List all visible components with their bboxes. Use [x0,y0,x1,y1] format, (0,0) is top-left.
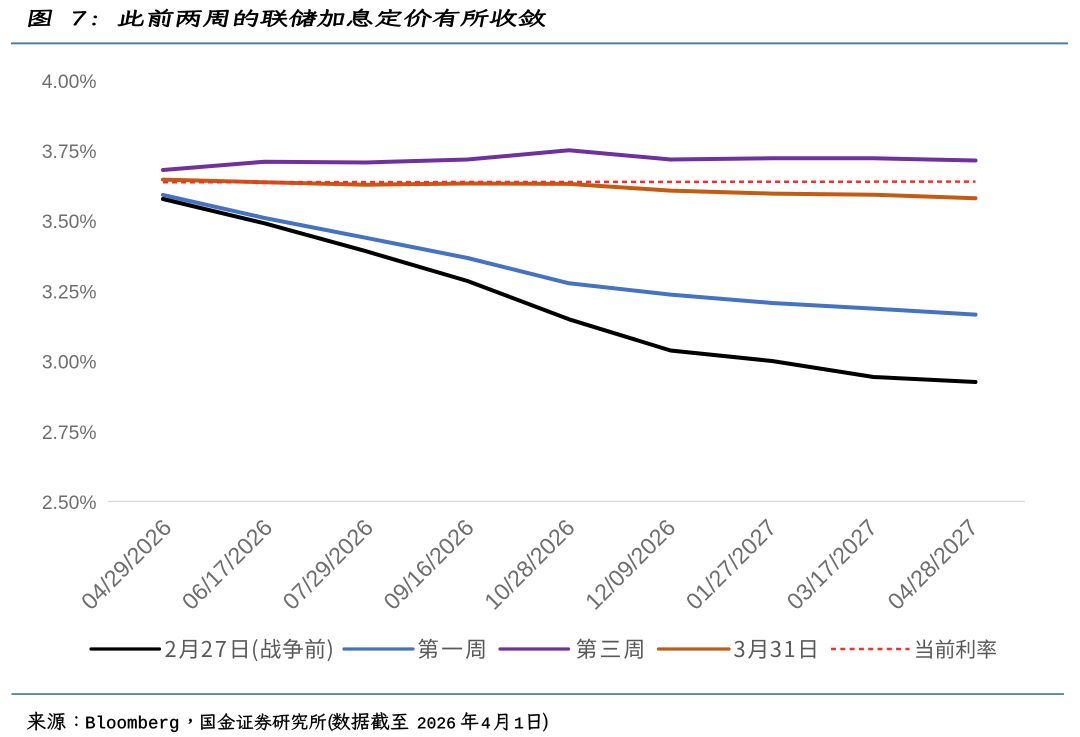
svg-text:2.50%: 2.50% [42,493,97,514]
svg-text:3.00%: 3.00% [42,352,97,373]
svg-text:3.50%: 3.50% [42,212,97,233]
svg-text:3.25%: 3.25% [42,282,97,303]
svg-text:2.75%: 2.75% [42,423,97,444]
svg-text:3.75%: 3.75% [42,142,97,163]
svg-text:4.00%: 4.00% [42,72,97,93]
